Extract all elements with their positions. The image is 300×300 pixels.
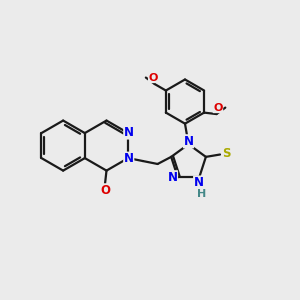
Text: N: N <box>124 126 134 139</box>
Text: S: S <box>222 147 230 161</box>
Text: N: N <box>194 176 204 189</box>
Text: N: N <box>184 135 194 148</box>
Text: N: N <box>124 152 134 165</box>
Text: H: H <box>197 189 206 199</box>
Text: O: O <box>148 73 158 82</box>
Text: N: N <box>167 171 178 184</box>
Text: O: O <box>213 103 223 112</box>
Text: O: O <box>100 184 110 197</box>
